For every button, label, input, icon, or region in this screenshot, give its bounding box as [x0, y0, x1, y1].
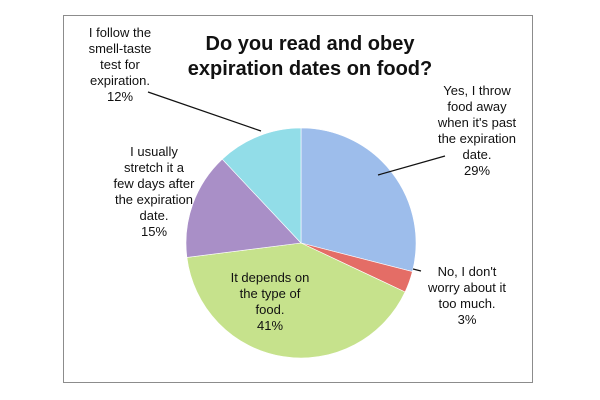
slice-label-line: smell-taste — [88, 41, 152, 56]
slice-label-line: Yes, I throw — [443, 83, 511, 98]
slice-percent: 12% — [106, 89, 134, 104]
slice-label-yes: Yes, I throw food away when it's past th… — [422, 83, 532, 179]
leader-line-yes — [377, 155, 446, 176]
slice-label-line: date. — [139, 208, 169, 223]
pie-slice-smell-taste — [221, 127, 302, 244]
slice-label-line: test for — [100, 57, 140, 72]
slice-label-line: when it's past — [437, 115, 517, 130]
slice-label-line: food. — [255, 302, 285, 317]
slice-label-line: expiration. — [90, 73, 150, 88]
slice-label-line: stretch it a — [124, 160, 184, 175]
leader-lines — [147, 91, 446, 272]
pie-slice-stretch — [185, 158, 302, 258]
slice-label-line: too much. — [438, 296, 496, 311]
slice-label-line: It depends on — [230, 270, 310, 285]
slice-percent: 29% — [463, 163, 491, 178]
chart-title-line-2: expiration dates on food? — [187, 58, 433, 80]
chart-title-line-1: Do you read and obey — [205, 33, 415, 55]
slice-label-line: the expiration — [437, 131, 517, 146]
pie-slice-depends — [186, 242, 406, 359]
slice-label-line: the type of — [239, 286, 301, 301]
slice-label-stretch: I usually stretch it a few days after th… — [99, 144, 209, 240]
slice-label-depends: It depends on the type of food. 41% — [215, 270, 325, 334]
chart-title: Do you read and obey expiration dates on… — [150, 32, 470, 82]
slice-label-line: worry about it — [427, 280, 507, 295]
slice-label-line: the expiration — [114, 192, 194, 207]
pie-slice-yes — [300, 127, 417, 272]
slice-label-line: I follow the — [88, 25, 152, 40]
slice-label-smell-taste: I follow the smell-taste test for expira… — [70, 25, 170, 105]
slice-percent: 3% — [457, 312, 477, 327]
pie-slices — [185, 127, 417, 359]
leader-line-smell-taste — [147, 91, 262, 132]
slice-label-line: No, I don't — [437, 264, 497, 279]
leader-line-no — [412, 268, 422, 272]
slice-percent: 41% — [256, 318, 284, 333]
slice-percent: 15% — [140, 224, 168, 239]
slice-label-line: few days after — [113, 176, 195, 191]
slice-label-line: date. — [462, 147, 492, 162]
slice-label-line: I usually — [130, 144, 178, 159]
slice-label-no: No, I don't worry about it too much. 3% — [412, 264, 522, 328]
slice-label-line: food away — [447, 99, 507, 114]
